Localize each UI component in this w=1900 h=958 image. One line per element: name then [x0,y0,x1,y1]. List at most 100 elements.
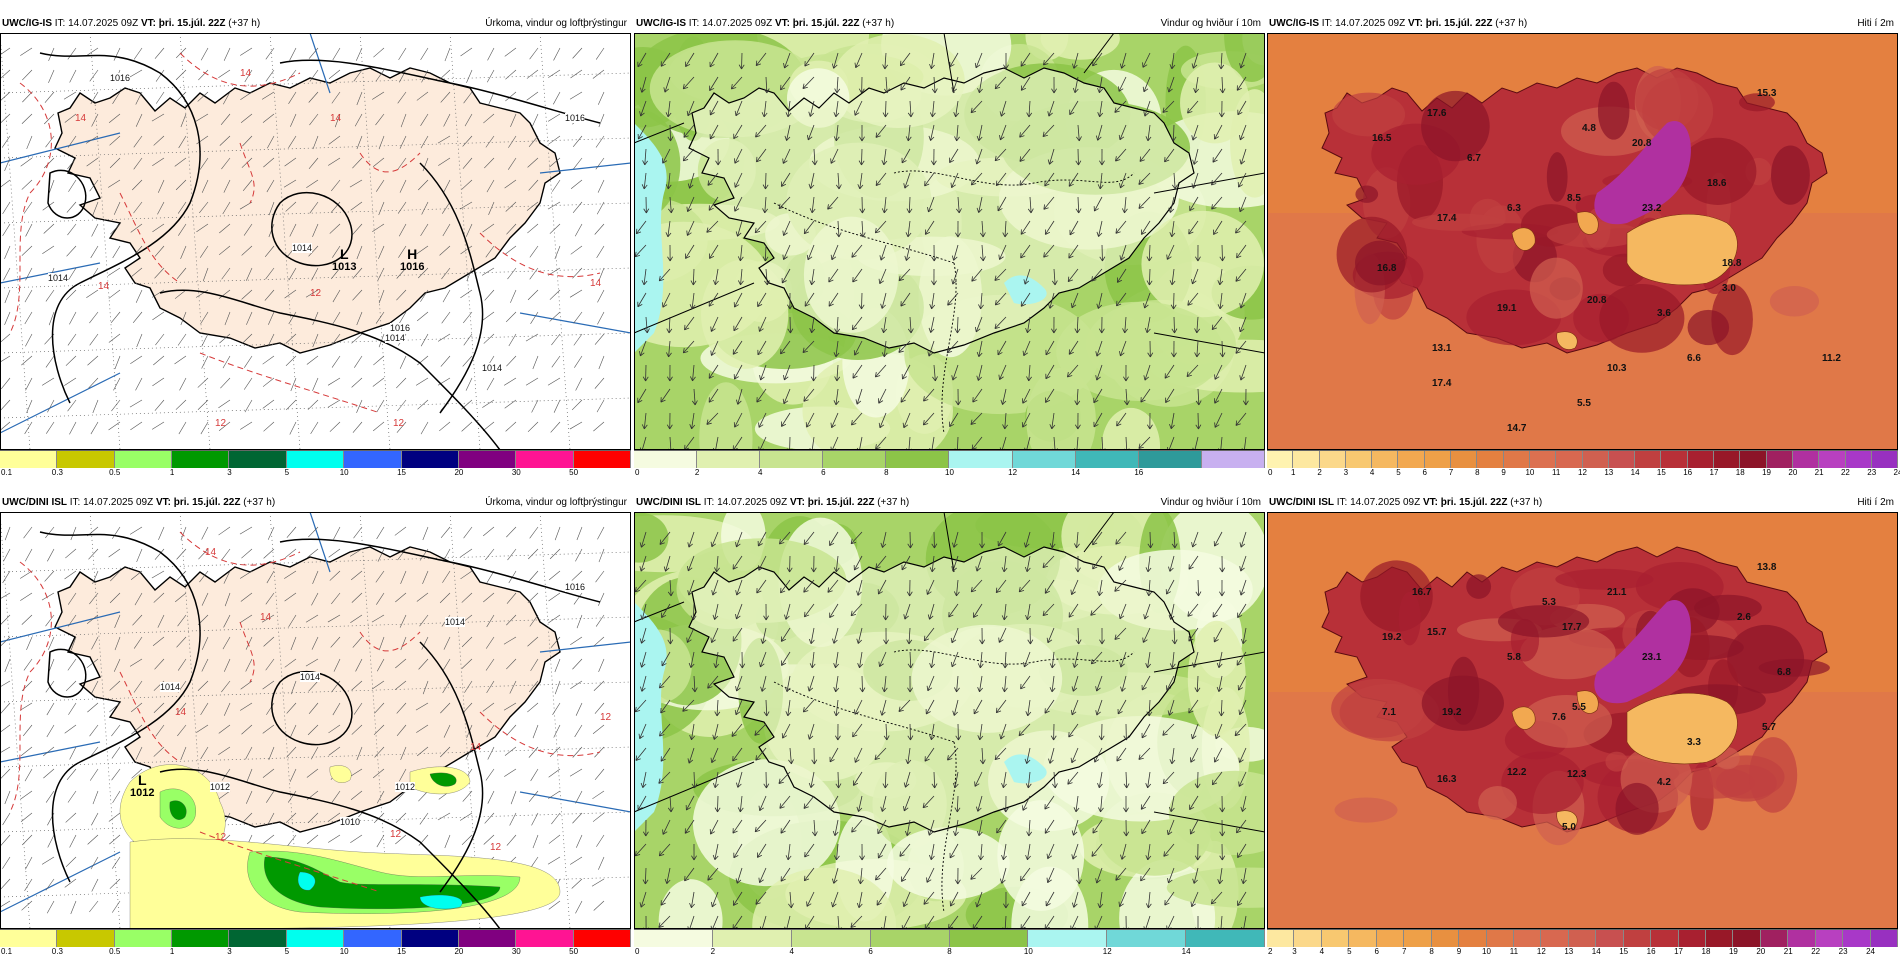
scale-tick-label: 0 [635,467,639,479]
scale-tick-label: 0.3 [52,946,63,958]
scale-tick-label: 2 [1317,467,1321,479]
color-scale-bin [1733,930,1760,947]
color-scale-bin [172,451,229,468]
lead-time: (+37 h) [1510,497,1542,508]
scale-tick-label: 0.5 [109,467,120,479]
model-name: UWC/IG-IS [636,18,686,29]
isobar-label: 1012 [395,782,415,792]
color-scale-bin [287,930,344,947]
scale-tick-label: 21 [1784,946,1793,958]
scale-tick-label: 16 [1647,946,1656,958]
color-scale-bin [1514,930,1541,947]
color-scale-bin [886,451,949,468]
temperature-value: 6.3 [1507,203,1521,214]
color-scale-bin [1714,451,1740,468]
scale-tick-label: 15 [1657,467,1666,479]
scale-labels: 0123456789101112131415161718192021222324 [1267,467,1898,479]
color-scale [634,929,1265,947]
temperature-value: 17.6 [1427,108,1446,119]
color-scale-bin [1202,451,1265,468]
scale-tick-label: 24 [1894,467,1900,479]
color-scale-bin [1569,930,1596,947]
color-scale-bin [1107,930,1186,947]
color-scale-bin [1477,451,1503,468]
temperature-value: 15.3 [1757,88,1776,99]
isobar-label: 1014 [160,682,180,692]
temperature-contour-label: 12 [215,832,226,843]
scale-tick-label: 18 [1736,467,1745,479]
color-scale-bin [574,451,631,468]
scale-tick-label: 23 [1867,467,1876,479]
temperature-contour-label: 12 [310,288,321,299]
color-scale-bin [57,930,114,947]
color-scale-bin [1377,930,1404,947]
color-scale-bin [1013,451,1076,468]
color-scale-bin [1076,451,1139,468]
lead-time: (+37 h) [1495,18,1527,29]
panel-header: UWC/IG-IS IT: 14.07.2025 09Z VT: þri. 15… [634,15,1265,33]
lead-time: (+37 h) [243,497,275,508]
scale-tick-label: 6 [821,467,825,479]
temperature-contour-label: 14 [260,612,271,623]
scale-tick-label: 21 [1815,467,1824,479]
color-scale-bin [1624,930,1651,947]
scale-tick-label: 4 [1320,946,1324,958]
map-area[interactable] [634,512,1265,929]
scale-tick-label: 10 [1525,467,1534,479]
map-svg [634,512,1265,929]
color-scale-bin [1846,451,1872,468]
scale-tick-label: 19 [1762,467,1771,479]
scale-tick-label: 16 [1134,467,1143,479]
valid-time: VT: þri. 15.júl. 22Z [775,18,859,29]
pressure-system-type: L [130,774,154,787]
panel-dini-wind: UWC/DINI ISL IT: 14.07.2025 09Z VT: þri.… [634,494,1265,958]
color-scale-bin [229,930,286,947]
temperature-value: 16.3 [1437,774,1456,785]
init-time: IT: 14.07.2025 09Z [704,497,790,508]
color-scale-bin [1267,930,1294,947]
scale-tick-label: 5 [1396,467,1400,479]
scale-tick-label: 18 [1702,946,1711,958]
scale-tick-label: 30 [512,946,521,958]
map-svg [1267,512,1898,929]
scale-tick-label: 14 [1071,467,1080,479]
scale-tick-label: 30 [512,467,521,479]
color-scale-bin [1688,451,1714,468]
temperature-value: 6.6 [1687,353,1701,364]
panel-title: Vindur og hviður í 10m [1161,494,1261,512]
color-scale-bin [1843,930,1870,947]
isobar-label: 1014 [445,617,465,627]
temperature-value: 12.2 [1507,767,1526,778]
color-scale-bin [1871,930,1898,947]
scale-tick-label: 1 [170,467,174,479]
color-scale-bin [697,451,760,468]
init-time: IT: 14.07.2025 09Z [689,18,775,29]
scale-tick-label: 0.3 [52,467,63,479]
wind-speed-area [887,827,1010,900]
temperature-contour-label: 12 [600,712,611,723]
scale-tick-label: 4 [1370,467,1374,479]
pressure-system-value: 1016 [400,261,424,274]
scale-tick-label: 3 [1292,946,1296,958]
color-scale-bin [344,930,401,947]
temperature-value: 7.1 [1382,707,1396,718]
color-scale-bin [713,930,792,947]
color-scale-bin [1679,930,1706,947]
scale-tick-label: 14 [1182,946,1191,958]
temperature-value: 12.3 [1567,769,1586,780]
temperature-contour-label: 12 [390,829,401,840]
init-time: IT: 14.07.2025 09Z [70,497,156,508]
color-scale-bin [1451,451,1477,468]
map-area[interactable] [634,33,1265,450]
scale-tick-label: 19 [1729,946,1738,958]
model-name: UWC/DINI ISL [2,497,67,508]
temperature-value: 5.5 [1577,398,1591,409]
